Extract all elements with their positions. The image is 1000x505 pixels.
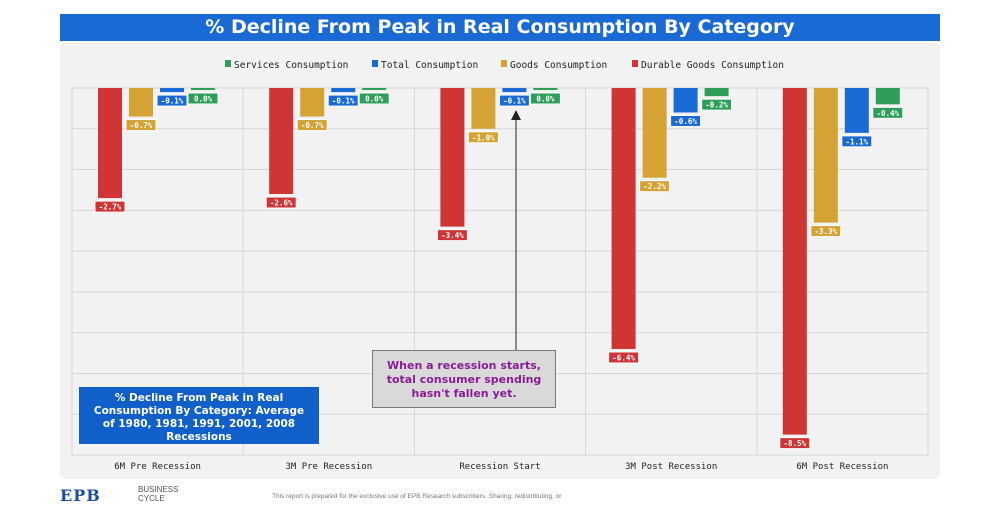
data-label: -6.4% xyxy=(612,353,635,362)
bar-durable-goods-consumption xyxy=(440,88,465,227)
data-label-box xyxy=(841,135,873,148)
data-label: -2.7% xyxy=(99,203,122,212)
data-label: -0.7% xyxy=(301,121,324,130)
data-label: -2.6% xyxy=(270,199,293,208)
bar-total-consumption xyxy=(502,88,527,93)
bar-total-consumption xyxy=(331,88,356,93)
bar-goods-consumption xyxy=(642,88,667,178)
data-label-box xyxy=(779,437,811,450)
x-axis-ticks: 6M Pre Recession 3M Pre Recession Recessio… xyxy=(114,462,888,472)
data-label-box xyxy=(94,200,126,213)
bar-durable-goods-consumption xyxy=(98,88,122,199)
bar-durable-goods-consumption xyxy=(782,88,807,435)
data-label-box xyxy=(608,351,640,364)
data-label: -1.0% xyxy=(472,133,495,142)
bar-total-consumption xyxy=(844,88,869,133)
disclaimer: This report is prepared for the exclusiv… xyxy=(272,493,562,500)
data-label: -0.1% xyxy=(332,97,355,106)
bar-total-consumption xyxy=(673,88,698,113)
legend-label: Goods Consumption xyxy=(510,60,607,71)
legend-label: Durable Goods Consumption xyxy=(641,60,784,71)
brand-line-1: BUSINESS xyxy=(138,485,179,494)
bar-services-consumption xyxy=(533,88,558,90)
arrow-head xyxy=(511,110,521,120)
x-tick-label: 3M Pre Recession xyxy=(285,462,372,472)
bar-durable-goods-consumption xyxy=(269,88,294,195)
legend-swatch xyxy=(632,60,638,67)
bar-labels: -2.7% -0.7% -0.1% 0.0% -2.6% -0.7% -0.1% 0.0% -3… xyxy=(94,92,904,450)
bar-services-consumption xyxy=(191,88,215,90)
data-label-box xyxy=(265,196,297,209)
legend-label: Total Consumption xyxy=(381,60,478,71)
data-label-box xyxy=(358,92,390,105)
data-label: -0.1% xyxy=(503,97,526,106)
data-label: 0.0% xyxy=(365,95,384,104)
data-label-box xyxy=(639,180,671,193)
bar-goods-consumption xyxy=(129,88,153,117)
x-tick-label: 6M Post Recession xyxy=(796,462,888,472)
data-label: 0.0% xyxy=(194,95,213,104)
legend: Services Consumption Total Consumption Goo… xyxy=(225,60,784,71)
bar-durable-goods-consumption xyxy=(611,88,636,349)
bar-services-consumption xyxy=(875,88,900,105)
bar-goods-consumption xyxy=(471,88,496,129)
legend-label: Services Consumption xyxy=(234,60,348,71)
x-tick-label: 6M Pre Recession xyxy=(114,462,201,472)
data-label-box xyxy=(296,119,328,132)
legend-swatch xyxy=(372,60,378,67)
annotation-arrow xyxy=(511,110,521,350)
data-label-box xyxy=(701,98,733,111)
chart-title: % Decline From Peak in Real Consumption … xyxy=(60,14,940,41)
source-note: % Decline From Peak in Real Consumption … xyxy=(79,387,319,444)
data-label: -0.1% xyxy=(161,97,184,106)
data-label: -2.2% xyxy=(643,182,666,191)
x-tick-label: Recession Start xyxy=(459,462,540,472)
data-label: -8.5% xyxy=(784,439,807,448)
legend-swatch xyxy=(501,60,507,67)
data-label: 0.0% xyxy=(536,95,555,104)
data-label: -0.2% xyxy=(705,101,728,110)
data-label-box xyxy=(156,94,188,107)
data-label: -3.4% xyxy=(441,231,464,240)
data-label-box xyxy=(872,106,904,119)
brand-text: BUSINESS CYCLE xyxy=(138,485,178,503)
data-label-box xyxy=(670,114,702,127)
data-label-box xyxy=(125,119,157,132)
data-label-box xyxy=(327,94,359,107)
brand-line-2: CYCLE xyxy=(138,494,165,503)
data-label: -0.6% xyxy=(674,117,697,126)
bars xyxy=(98,88,900,435)
data-label-box xyxy=(467,131,499,144)
data-label-box xyxy=(529,92,561,105)
data-label: -0.7% xyxy=(130,121,153,130)
callout-annotation: When a recession starts, total consumer … xyxy=(372,350,556,408)
data-label-box xyxy=(810,225,842,238)
bar-goods-consumption xyxy=(300,88,325,117)
data-label-box xyxy=(187,92,219,105)
epb-logo: EPB xyxy=(60,486,101,505)
data-label: -0.4% xyxy=(877,109,900,118)
data-label: -1.1% xyxy=(846,137,869,146)
bar-services-consumption xyxy=(362,88,387,90)
data-label: -3.3% xyxy=(815,227,838,236)
bar-total-consumption xyxy=(160,88,184,93)
bar-services-consumption xyxy=(704,88,729,97)
data-label-box xyxy=(498,94,530,107)
x-tick-label: 3M Post Recession xyxy=(625,462,717,472)
legend-swatch xyxy=(225,60,231,67)
data-label-box xyxy=(436,229,468,242)
bar-goods-consumption xyxy=(813,88,838,223)
